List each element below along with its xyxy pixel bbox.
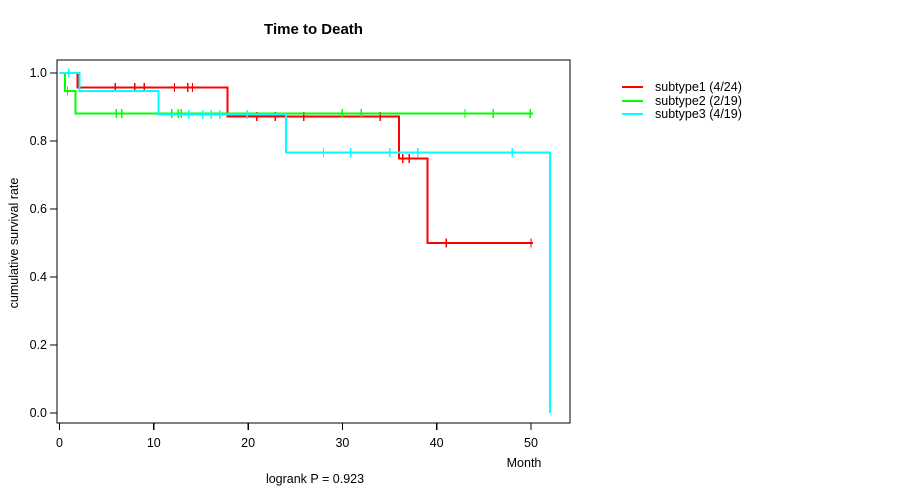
- legend-label-subtype3: subtype3 (4/19): [655, 107, 742, 121]
- legend-item-subtype1: subtype1 (4/24): [622, 80, 802, 94]
- x-tick-label-40: 40: [429, 436, 444, 450]
- survival-curve-subtype2: [59, 72, 533, 115]
- y-tick-label-1.0: 1.0: [29, 66, 47, 80]
- survival-curve-subtype1: [59, 72, 533, 244]
- x-tick-label-10: 10: [146, 436, 161, 450]
- x-tick-label-50: 50: [524, 436, 538, 450]
- chart-title: Time to Death: [264, 21, 363, 38]
- x-tick-label-30: 30: [335, 436, 350, 450]
- legend: subtype1 (4/24) subtype2 (2/19) subtype3…: [622, 80, 802, 128]
- y-tick-label-0.2: 0.2: [29, 338, 47, 352]
- x-tick-label-20: 20: [241, 436, 256, 450]
- y-tick-label-0.4: 0.4: [29, 270, 47, 284]
- plot-box: [56, 59, 571, 424]
- survival-curve-subtype3: [59, 72, 551, 413]
- legend-label-subtype1: subtype1 (4/24): [655, 80, 742, 94]
- logrank-p-value: logrank P = 0.923: [265, 472, 365, 486]
- legend-item-subtype2: subtype2 (2/19): [622, 94, 802, 108]
- legend-line-subtype3: [622, 113, 643, 115]
- y-tick-label-0.0: 0.0: [29, 406, 47, 420]
- legend-line-subtype1: [622, 86, 643, 88]
- legend-label-subtype2: subtype2 (2/19): [655, 93, 742, 108]
- x-axis-label: Month: [506, 456, 542, 470]
- legend-item-subtype3: subtype3 (4/19): [622, 107, 802, 121]
- x-tick-label-0: 0: [56, 436, 63, 450]
- y-tick-label-0.8: 0.8: [29, 134, 47, 148]
- y-tick-label-0.6: 0.6: [29, 202, 47, 216]
- y-axis-label: cumulative survival rate: [7, 177, 21, 309]
- legend-line-subtype2: [622, 99, 643, 102]
